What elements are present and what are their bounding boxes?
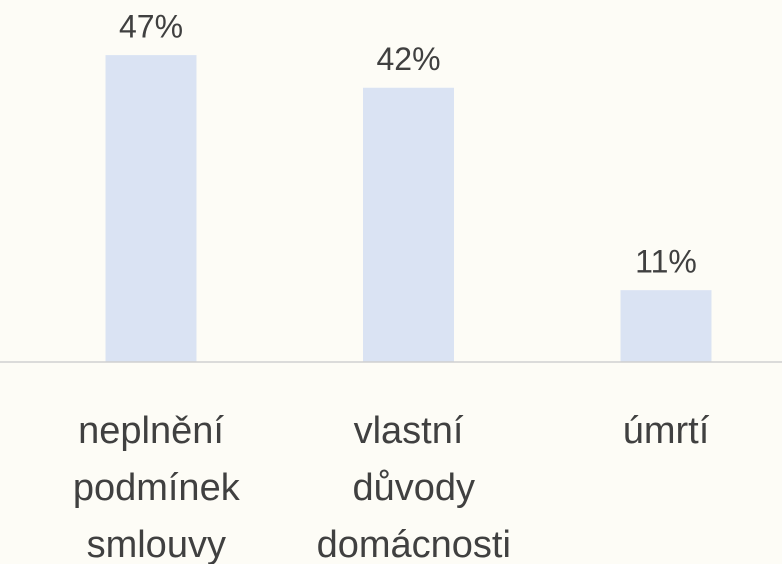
data-label: 47%	[119, 9, 183, 45]
data-label: 42%	[376, 41, 440, 77]
bar	[620, 290, 712, 362]
data-label: 11%	[635, 244, 697, 280]
x-tick-label: vlastní důvody domácnosti	[306, 410, 511, 564]
bar	[363, 87, 454, 363]
x-tick-label: úmrtí	[623, 410, 710, 452]
x-tick-label: neplnění podmínek smlouvy	[62, 410, 240, 564]
bar	[105, 55, 197, 363]
